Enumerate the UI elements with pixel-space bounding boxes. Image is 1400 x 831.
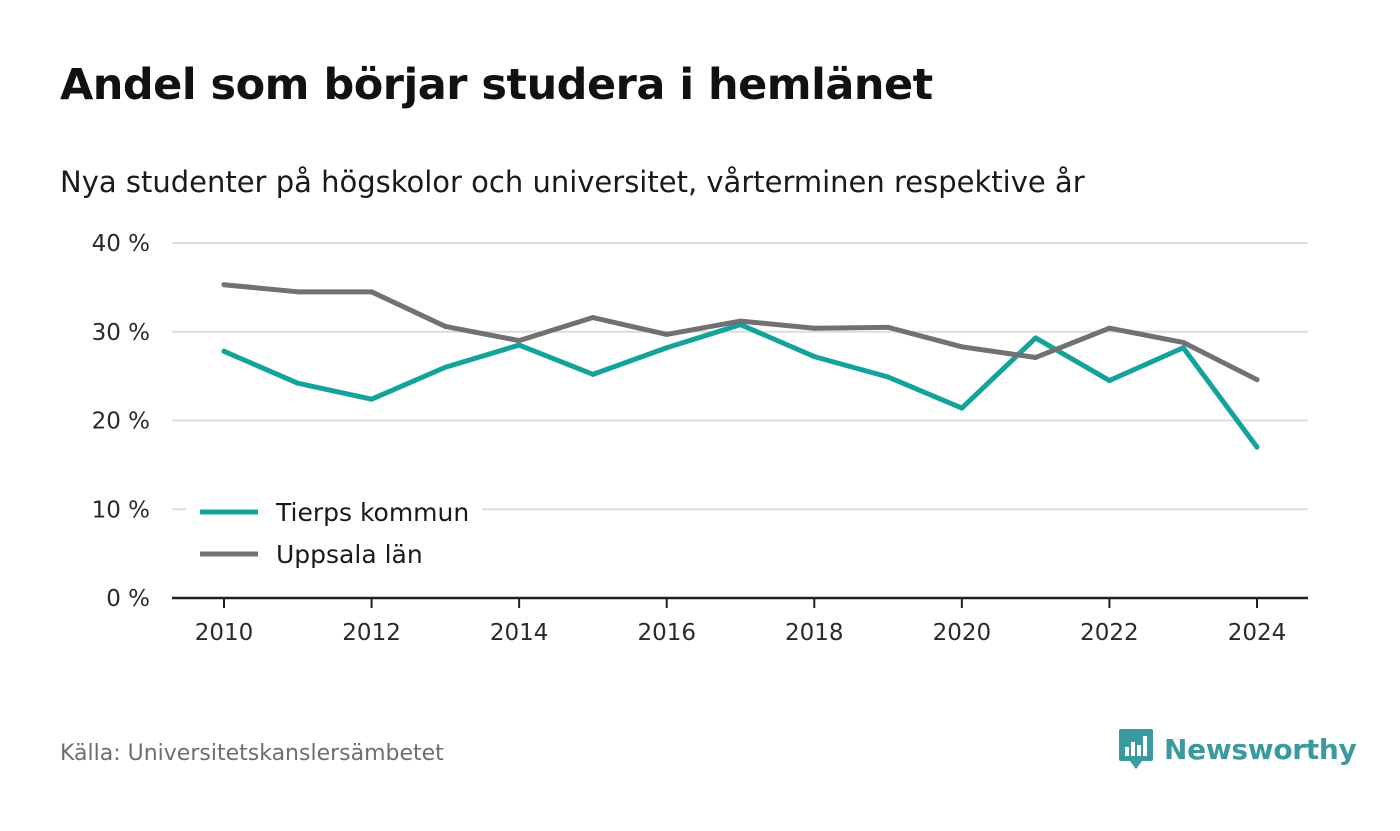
data-point (590, 315, 596, 321)
data-point (1180, 339, 1186, 345)
newsworthy-logo-icon (1119, 729, 1153, 769)
source-note: Källa: Universitetskanslersämbetet (60, 741, 444, 766)
chart-subtitle: Nya studenter på högskolor och universit… (60, 165, 1085, 199)
data-point (885, 374, 891, 380)
data-point (516, 338, 522, 344)
data-point (590, 371, 596, 377)
brand-logo[interactable]: Newsworthy (1118, 727, 1357, 771)
y-tick-label: 10 % (92, 497, 150, 523)
data-point (811, 354, 817, 360)
x-tick-label: 2024 (1228, 620, 1287, 646)
data-point (738, 318, 743, 324)
data-point (1106, 378, 1112, 384)
data-point (221, 282, 227, 288)
data-point (1033, 335, 1039, 341)
data-point (516, 342, 522, 348)
data-point (885, 324, 891, 330)
chart-title: Andel som börjar studera i hemlänet (60, 60, 933, 110)
data-point (295, 380, 301, 386)
x-tick-label: 2014 (490, 620, 549, 646)
y-tick-label: 0 % (106, 586, 150, 612)
x-tick-label: 2022 (1080, 620, 1139, 646)
legend-background (186, 490, 482, 576)
x-tick-label: 2018 (785, 620, 844, 646)
data-point (1106, 325, 1112, 331)
data-point (1180, 345, 1186, 351)
data-point (1033, 354, 1039, 360)
data-point (442, 323, 448, 329)
x-tick-label: 2012 (342, 620, 401, 646)
data-point (369, 289, 375, 295)
data-point (664, 345, 670, 351)
y-tick-label: 40 % (92, 231, 150, 257)
y-tick-label: 30 % (92, 320, 150, 346)
x-tick-label: 2010 (195, 620, 254, 646)
data-point (959, 344, 965, 350)
data-point (1254, 444, 1260, 450)
data-point (442, 364, 448, 370)
data-point (959, 405, 965, 411)
y-tick-label: 20 % (92, 409, 150, 435)
data-point (295, 289, 301, 295)
data-point (221, 348, 227, 354)
data-point (1254, 377, 1260, 383)
legend-label: Uppsala län (276, 540, 423, 569)
data-point (369, 396, 375, 402)
data-point (811, 325, 817, 331)
brand-name: Newsworthy (1164, 732, 1357, 766)
x-tick-label: 2020 (933, 620, 992, 646)
data-point (664, 331, 670, 337)
legend-label: Tierps kommun (275, 498, 469, 527)
x-tick-label: 2016 (637, 620, 696, 646)
series-line-tierps-kommun (221, 322, 1260, 450)
